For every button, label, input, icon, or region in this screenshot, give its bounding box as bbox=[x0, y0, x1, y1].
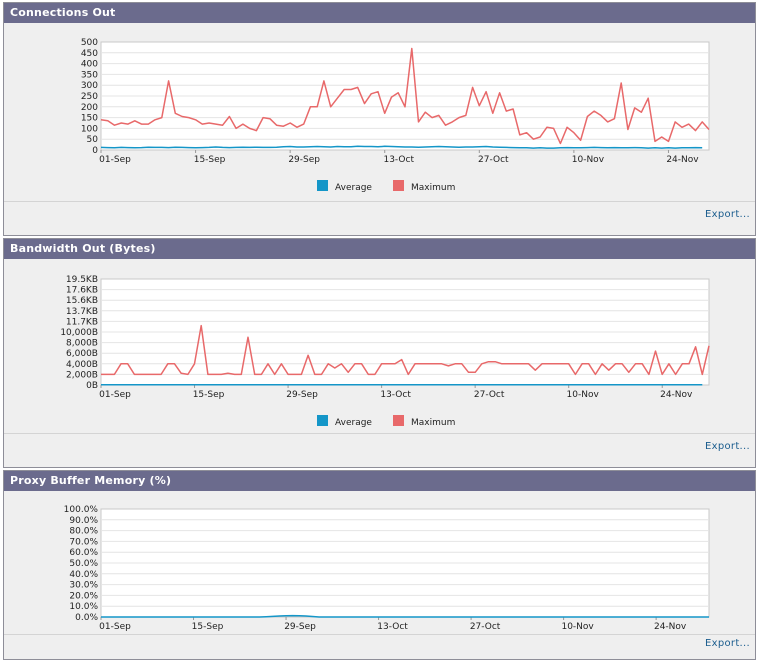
y-tick-label: 90.0% bbox=[69, 516, 98, 526]
x-tick-label: 10-Nov bbox=[572, 155, 605, 165]
panel-footer: Export... bbox=[4, 433, 755, 467]
panel-title: Connections Out bbox=[4, 3, 755, 23]
panel-title: Proxy Buffer Memory (%) bbox=[4, 471, 755, 491]
bandwidth-out-panel: Bandwidth Out (Bytes) 0B 2,000B 4,000B 6,00… bbox=[3, 238, 756, 468]
x-tick-label: 29-Sep bbox=[286, 390, 318, 400]
legend-swatch-average bbox=[317, 180, 328, 191]
legend-swatch-maximum bbox=[393, 415, 404, 426]
y-tick-label: 150 bbox=[81, 114, 98, 124]
export-link[interactable]: Export... bbox=[705, 441, 750, 452]
y-tick-label: 450 bbox=[81, 49, 98, 59]
x-tick-label: 27-Oct bbox=[478, 155, 509, 165]
legend-label-maximum: Maximum bbox=[411, 418, 455, 428]
y-tick-label: 100.0% bbox=[64, 505, 99, 515]
x-tick-label: 15-Sep bbox=[193, 390, 225, 400]
panel-title: Bandwidth Out (Bytes) bbox=[4, 239, 755, 259]
x-tick-label: 13-Oct bbox=[377, 622, 408, 631]
export-link[interactable]: Export... bbox=[705, 638, 750, 649]
x-tick-label: 15-Sep bbox=[194, 155, 226, 165]
x-tick-label: 29-Sep bbox=[284, 622, 316, 631]
y-tick-label: 70.0% bbox=[69, 537, 98, 547]
series-line-maximum bbox=[100, 47, 710, 145]
legend-label-average: Average bbox=[335, 183, 372, 193]
y-tick-label: 40.0% bbox=[69, 570, 98, 580]
x-tick-label: 24-Nov bbox=[654, 622, 687, 631]
proxy-buffer-memory-chart: 0.0%10.0%20.0%30.0%40.0%50.0%60.0%70.0%8… bbox=[64, 505, 710, 631]
y-tick-label: 250 bbox=[81, 92, 98, 102]
x-tick-label: 24-Nov bbox=[660, 390, 693, 400]
y-tick-label: 11.7KB bbox=[66, 317, 98, 327]
x-tick-label: 01-Sep bbox=[99, 622, 131, 631]
y-tick-label: 0B bbox=[86, 381, 98, 391]
x-tick-label: 13-Oct bbox=[383, 155, 414, 165]
x-tick-label: 10-Nov bbox=[561, 622, 594, 631]
x-tick-label: 10-Nov bbox=[567, 390, 600, 400]
y-tick-label: 500 bbox=[81, 38, 98, 48]
y-tick-label: 80.0% bbox=[69, 527, 98, 537]
y-tick-label: 10,000B bbox=[60, 328, 98, 338]
proxy-buffer-memory-panel: Proxy Buffer Memory (%) 0.0% 10.0% 20.0% 30… bbox=[3, 470, 756, 660]
y-tick-label: 6,000B bbox=[66, 349, 98, 359]
y-tick-label: 350 bbox=[81, 70, 98, 80]
y-tick-label: 4,000B bbox=[66, 360, 98, 370]
legend-swatch-average bbox=[317, 415, 328, 426]
y-tick-label: 8,000B bbox=[66, 339, 98, 349]
panel-footer: Export... bbox=[4, 634, 755, 659]
panel-footer: Export... bbox=[4, 201, 755, 235]
y-tick-label: 60.0% bbox=[69, 548, 98, 558]
y-tick-label: 50 bbox=[87, 135, 99, 145]
bandwidth-out-chart: 0B2,000B4,000B6,000B8,000B10,000B11.7KB1… bbox=[60, 275, 710, 428]
y-tick-label: 0.0% bbox=[75, 613, 98, 623]
legend-label-maximum: Maximum bbox=[411, 183, 455, 193]
y-tick-label: 2,000B bbox=[66, 370, 98, 380]
x-tick-label: 01-Sep bbox=[99, 390, 131, 400]
x-tick-label: 29-Sep bbox=[288, 155, 320, 165]
y-tick-label: 300 bbox=[81, 81, 98, 91]
y-tick-label: 13.7KB bbox=[66, 307, 98, 317]
y-tick-label: 10.0% bbox=[69, 602, 98, 612]
legend-label-average: Average bbox=[335, 418, 372, 428]
x-tick-label: 27-Oct bbox=[470, 622, 501, 631]
y-tick-label: 0 bbox=[92, 146, 98, 156]
y-tick-label: 50.0% bbox=[69, 559, 98, 569]
x-tick-label: 24-Nov bbox=[666, 155, 699, 165]
series-line-maximum bbox=[101, 324, 710, 376]
x-tick-label: 01-Sep bbox=[99, 155, 131, 165]
y-tick-label: 100 bbox=[81, 124, 98, 134]
y-tick-label: 30.0% bbox=[69, 581, 98, 591]
y-tick-label: 20.0% bbox=[69, 591, 98, 601]
connections-out-panel: Connections Out 0 50 100 150 200 250 300 350 400… bbox=[3, 2, 756, 236]
y-tick-label: 15.6KB bbox=[66, 296, 98, 306]
series-line-average bbox=[101, 614, 709, 618]
series-line-average bbox=[100, 145, 703, 149]
export-link[interactable]: Export... bbox=[705, 209, 750, 220]
y-tick-label: 17.6KB bbox=[66, 286, 98, 296]
y-tick-label: 200 bbox=[81, 103, 98, 113]
x-tick-label: 27-Oct bbox=[474, 390, 505, 400]
x-tick-label: 13-Oct bbox=[380, 390, 411, 400]
x-tick-label: 15-Sep bbox=[192, 622, 224, 631]
y-tick-label: 19.5KB bbox=[66, 275, 98, 285]
legend-swatch-maximum bbox=[393, 180, 404, 191]
y-tick-label: 400 bbox=[81, 60, 98, 70]
